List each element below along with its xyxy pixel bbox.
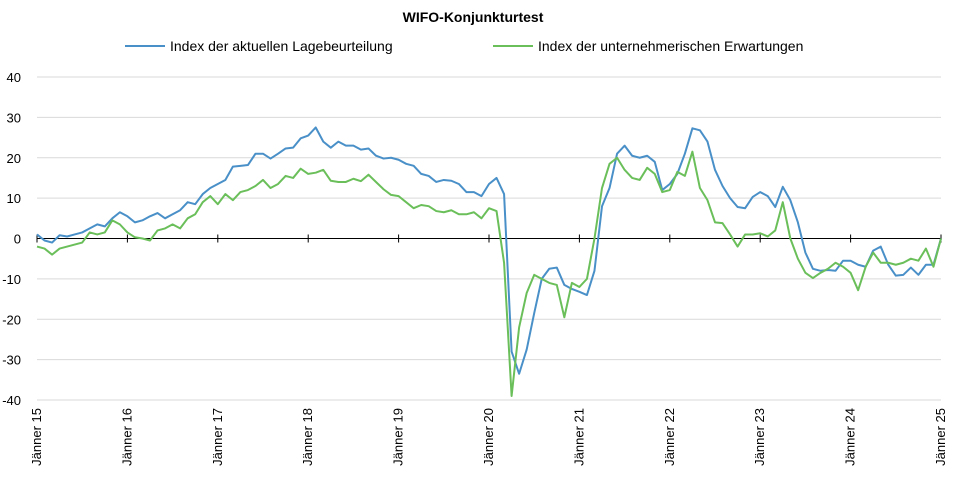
y-tick-label: 40 — [7, 70, 21, 85]
series-line-1 — [36, 126, 942, 375]
x-tick-label: Jänner 20 — [481, 408, 496, 466]
gridlines — [37, 76, 941, 401]
x-tick-label: Jänner 17 — [210, 408, 225, 466]
y-tick-label: 10 — [7, 191, 21, 206]
x-tick-label: Jänner 15 — [29, 408, 44, 466]
y-tick-label: -20 — [2, 312, 21, 327]
legend-label-series-1: Index der aktuellen Lagebeurteilung — [170, 38, 393, 54]
y-tick-label: 30 — [7, 110, 21, 125]
chart-title: WIFO-Konjunkturtest — [403, 9, 544, 25]
y-tick-label: -10 — [2, 272, 21, 287]
series-lines — [36, 126, 942, 397]
x-tick-label: Jänner 25 — [933, 408, 948, 466]
x-tick-label: Jänner 19 — [391, 408, 406, 466]
x-tick-label: Jänner 21 — [571, 408, 586, 466]
x-tick-label: Jänner 16 — [119, 408, 134, 466]
x-axis-ticks: Jänner 15 Jänner 16 Jänner 17 Jänner 18 Jänn… — [29, 234, 948, 466]
legend: Index der aktuellen Lagebeurteilung Inde… — [125, 38, 803, 54]
y-tick-label: 20 — [7, 151, 21, 166]
y-tick-label: -40 — [2, 393, 21, 408]
y-axis-ticks: 40 30 20 10 0 -10 -20 -30 -40 — [2, 70, 21, 408]
legend-label-series-2: Index der unternehmerischen Erwartungen — [538, 38, 803, 54]
y-tick-label: 0 — [14, 232, 21, 247]
x-tick-label: Jänner 22 — [662, 408, 677, 466]
series-line-2 — [36, 150, 942, 397]
y-tick-label: -30 — [2, 353, 21, 368]
x-tick-label: Jänner 18 — [300, 408, 315, 466]
x-tick-label: Jänner 23 — [752, 408, 767, 466]
x-tick-label: Jänner 24 — [843, 408, 858, 466]
